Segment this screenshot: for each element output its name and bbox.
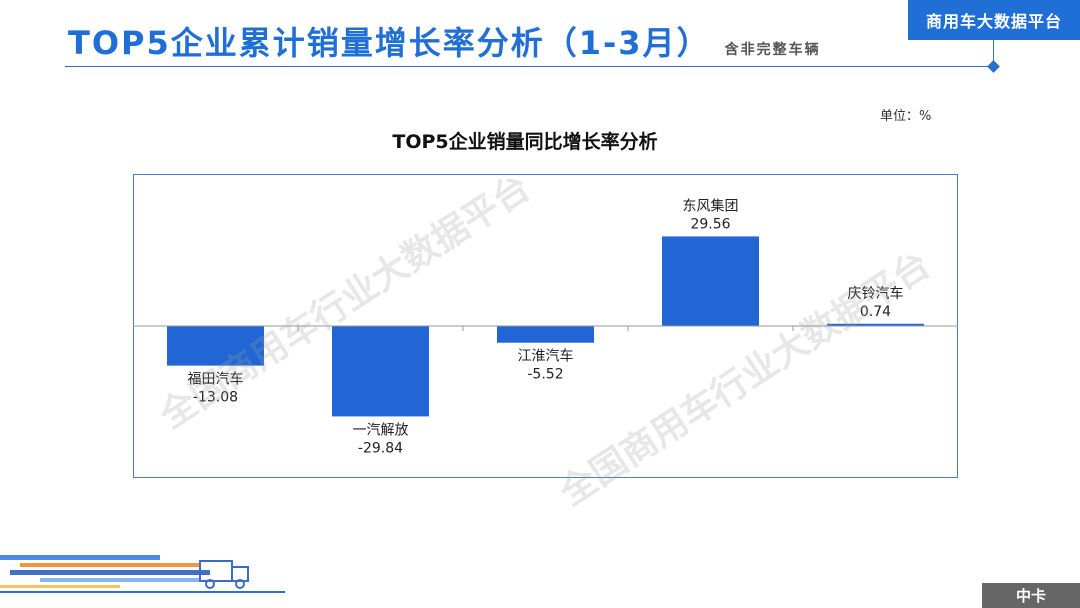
category-label: 一汽解放 [353, 422, 409, 438]
bar-5 [827, 323, 924, 326]
brand-badge: 商用车大数据平台 [908, 0, 1080, 40]
category-label: 福田汽车 [188, 371, 244, 388]
page-title: TOP5企业累计销量增长率分析（1-3月） [68, 24, 711, 62]
bar-2 [332, 326, 429, 417]
page-header: TOP5企业累计销量增长率分析（1-3月） 含非完整车辆 [68, 18, 821, 62]
category-badge: 中卡 [982, 583, 1080, 608]
data-label: -13.08 [193, 390, 238, 406]
header-divider-tick [993, 40, 994, 66]
bar-3 [497, 326, 594, 343]
truck-decoration-icon [0, 555, 285, 593]
data-label: 0.74 [860, 304, 891, 320]
data-label: -5.52 [527, 367, 563, 383]
data-label: -29.84 [358, 440, 403, 456]
chart-title: TOP5企业销量同比增长率分析 [392, 131, 658, 153]
bar-1 [167, 326, 264, 366]
category-label: 庆铃汽车 [848, 285, 904, 302]
header-divider [65, 66, 993, 67]
data-label: 29.56 [690, 216, 730, 232]
unit-label: 单位：% [880, 109, 932, 124]
bar-4 [662, 236, 759, 326]
category-label: 江淮汽车 [518, 348, 574, 365]
page-subtitle: 含非完整车辆 [724, 42, 821, 58]
category-label: 东风集团 [683, 197, 739, 214]
